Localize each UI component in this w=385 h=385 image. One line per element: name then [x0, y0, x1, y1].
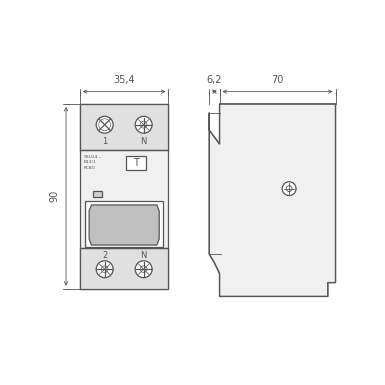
Bar [93, 191, 102, 197]
Text: B13/1: B13/1 [84, 160, 97, 164]
Text: 70: 70 [271, 75, 284, 85]
Text: 1: 1 [102, 137, 107, 146]
Text: 35,4: 35,4 [113, 75, 135, 85]
Circle shape [135, 261, 152, 278]
Text: N: N [141, 251, 147, 260]
Bar [80, 104, 169, 150]
Text: N: N [141, 137, 147, 146]
Text: 90: 90 [49, 190, 59, 203]
Bar [85, 201, 163, 246]
Text: T: T [133, 158, 139, 168]
Circle shape [282, 182, 296, 196]
Polygon shape [209, 104, 335, 296]
Text: 5SU14...: 5SU14... [84, 155, 102, 159]
Text: 2: 2 [102, 251, 107, 260]
Bar [80, 248, 169, 289]
Bar [80, 104, 169, 289]
Polygon shape [89, 205, 159, 245]
Bar [126, 156, 146, 170]
Circle shape [96, 116, 113, 133]
Circle shape [135, 116, 152, 133]
Text: RCBO: RCBO [84, 166, 96, 169]
Text: 6,2: 6,2 [207, 75, 222, 85]
Circle shape [96, 261, 113, 278]
Circle shape [286, 186, 292, 192]
